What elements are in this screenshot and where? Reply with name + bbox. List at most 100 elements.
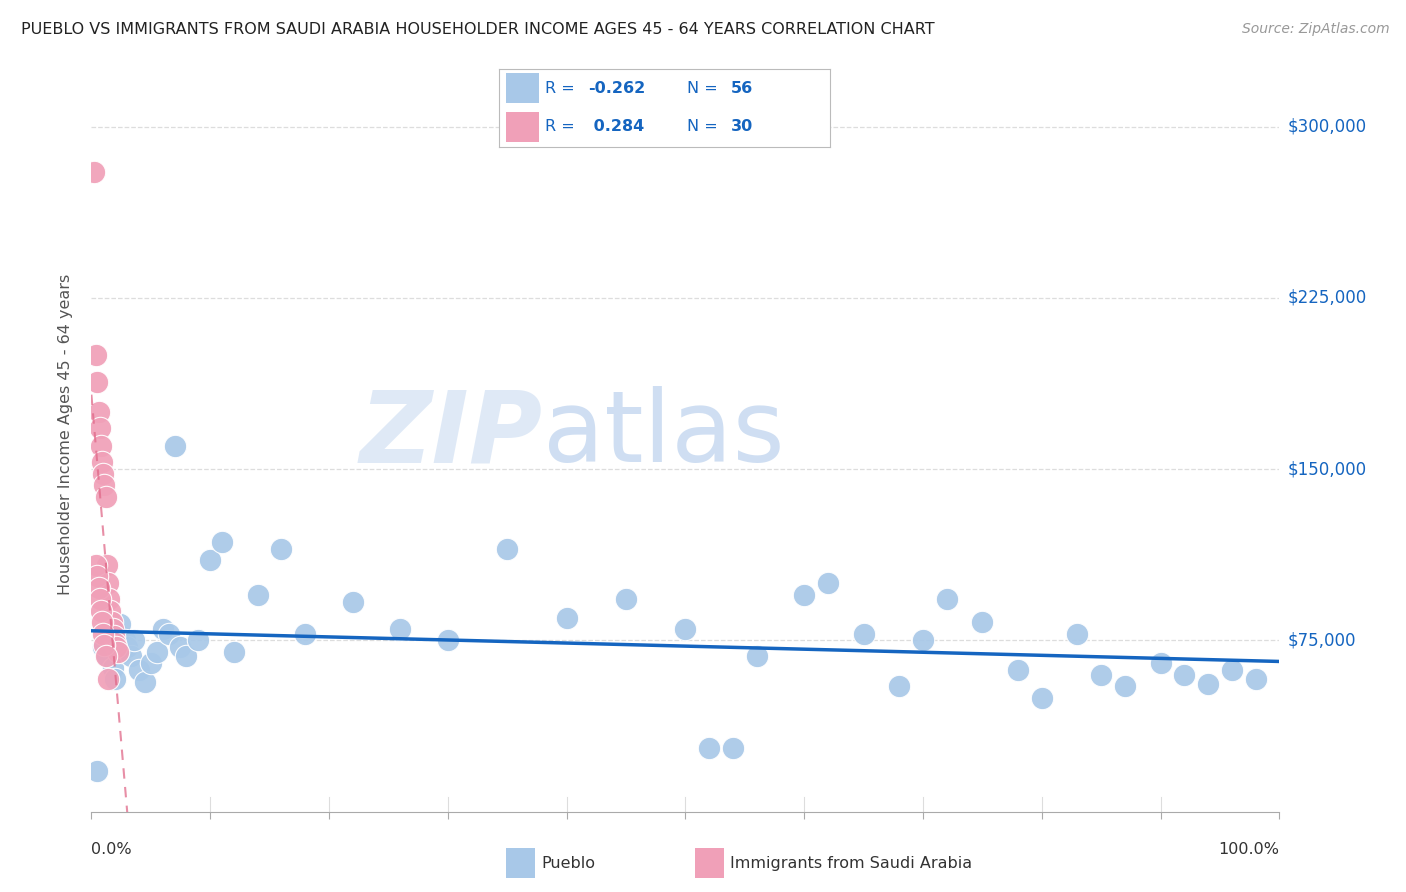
Point: [83, 165, 105, 179]
Bar: [506, 848, 536, 879]
Point: [101, 661, 124, 675]
Point: [911, 633, 934, 648]
Point: [97, 576, 120, 591]
Point: [93, 478, 115, 492]
Point: [211, 535, 233, 549]
Bar: [506, 112, 538, 142]
Point: [98, 592, 121, 607]
Point: [496, 542, 519, 557]
Point: [1220, 663, 1243, 677]
Text: 56: 56: [731, 81, 752, 95]
Point: [1244, 672, 1267, 686]
Point: [972, 615, 994, 629]
Point: [91, 640, 114, 655]
Point: [96, 558, 118, 572]
Y-axis label: Householder Income Ages 45 - 64 years: Householder Income Ages 45 - 64 years: [58, 274, 73, 596]
Text: $75,000: $75,000: [1288, 632, 1357, 649]
Point: [614, 592, 637, 607]
Point: [100, 633, 122, 648]
Point: [200, 553, 222, 567]
Point: [107, 645, 129, 659]
Point: [107, 626, 129, 640]
Text: N =: N =: [688, 120, 723, 135]
Point: [852, 626, 875, 640]
Text: 30: 30: [731, 120, 752, 135]
Text: Source: ZipAtlas.com: Source: ZipAtlas.com: [1241, 22, 1389, 37]
Text: 100.0%: 100.0%: [1219, 842, 1279, 857]
Point: [555, 610, 578, 624]
Text: PUEBLO VS IMMIGRANTS FROM SAUDI ARABIA HOUSEHOLDER INCOME AGES 45 - 64 YEARS COR: PUEBLO VS IMMIGRANTS FROM SAUDI ARABIA H…: [21, 22, 935, 37]
Point: [1197, 677, 1219, 691]
Point: [93, 638, 115, 652]
Bar: [506, 73, 538, 103]
Point: [935, 592, 957, 607]
Point: [294, 626, 316, 640]
Point: [176, 649, 198, 664]
Point: [1090, 667, 1112, 681]
Point: [152, 622, 174, 636]
Point: [889, 679, 911, 693]
Text: R =: R =: [546, 120, 581, 135]
Point: [101, 622, 124, 636]
Point: [87, 581, 110, 595]
Text: $225,000: $225,000: [1288, 289, 1367, 307]
Point: [108, 617, 131, 632]
Text: 0.284: 0.284: [588, 120, 644, 135]
Point: [89, 592, 111, 607]
Point: [1173, 667, 1195, 681]
Text: $150,000: $150,000: [1288, 460, 1367, 478]
Point: [89, 421, 111, 435]
Point: [97, 672, 120, 686]
Point: [246, 588, 269, 602]
Point: [122, 633, 145, 648]
Point: [1066, 626, 1088, 640]
Point: [96, 649, 118, 664]
Point: [169, 640, 191, 655]
Text: Pueblo: Pueblo: [541, 856, 595, 871]
Text: $300,000: $300,000: [1288, 118, 1367, 136]
Point: [103, 629, 125, 643]
Point: [697, 740, 720, 755]
Point: [389, 622, 412, 636]
Text: Immigrants from Saudi Arabia: Immigrants from Saudi Arabia: [730, 856, 973, 871]
Point: [745, 649, 768, 664]
Point: [139, 657, 162, 671]
Point: [1031, 690, 1053, 705]
Point: [104, 636, 127, 650]
Point: [100, 604, 122, 618]
Point: [90, 604, 112, 618]
Point: [342, 594, 364, 608]
Point: [86, 569, 108, 583]
Point: [105, 640, 128, 655]
Point: [84, 558, 107, 572]
Point: [91, 626, 114, 640]
Point: [91, 455, 114, 469]
Point: [114, 633, 136, 648]
Point: [100, 615, 122, 629]
Point: [111, 645, 134, 659]
Point: [115, 640, 138, 655]
Text: ZIP: ZIP: [360, 386, 543, 483]
Point: [817, 576, 839, 591]
Point: [120, 649, 142, 664]
Point: [94, 649, 117, 664]
Point: [673, 622, 696, 636]
Text: -0.262: -0.262: [588, 81, 645, 95]
Point: [128, 663, 150, 677]
Point: [436, 633, 458, 648]
Point: [270, 542, 292, 557]
Point: [721, 740, 744, 755]
Point: [86, 764, 108, 778]
Point: [1149, 657, 1171, 671]
Point: [91, 615, 114, 629]
Text: N =: N =: [688, 81, 723, 95]
Point: [187, 633, 209, 648]
Point: [222, 645, 245, 659]
Point: [91, 467, 114, 481]
Point: [145, 645, 167, 659]
Point: [84, 348, 107, 362]
Text: 0.0%: 0.0%: [91, 842, 132, 857]
Point: [90, 439, 112, 453]
Bar: [695, 848, 724, 879]
Text: R =: R =: [546, 81, 581, 95]
